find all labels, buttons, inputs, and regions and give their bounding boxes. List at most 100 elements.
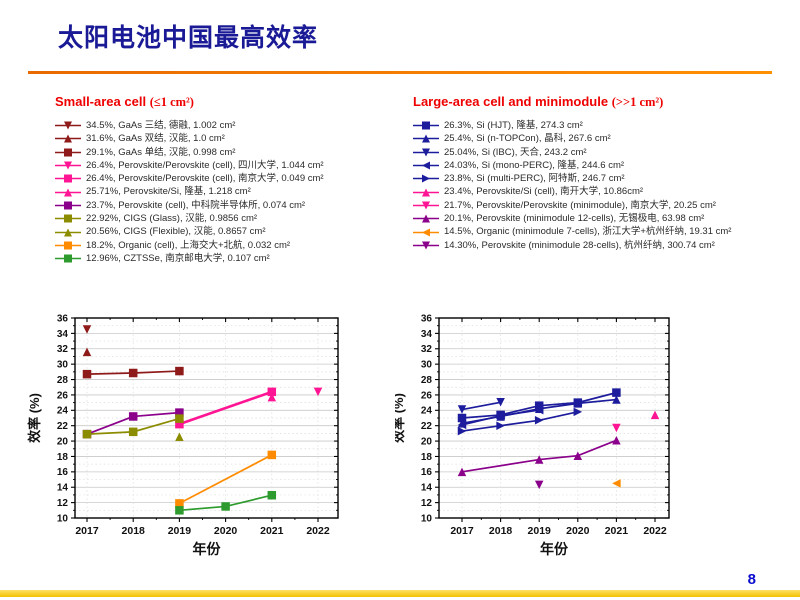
legend-small-area-title-suffix: (≤1 cm²) [149,95,194,109]
svg-text:20: 20 [421,436,433,447]
legend-item-label: 22.92%, CIGS (Glass), 汉能, 0.9856 cm² [86,213,258,225]
triangle-up-marker-icon [413,188,439,197]
svg-text:32: 32 [57,344,69,355]
legend-item-label: 29.1%, GaAs 单结, 汉能, 0.998 cm² [86,146,236,158]
legend-item-label: 18.2%, Organic (cell), 上海交大+北航, 0.032 cm… [86,239,291,251]
legend-item: 25.4%, Si (n-TOPCon), 晶科, 267.6 cm² [413,132,793,145]
svg-text:2019: 2019 [528,525,552,537]
legends-row: Small-area cell (≤1 cm²) 34.5%, GaAs 三结,… [0,94,800,265]
legend-item-label: 34.5%, GaAs 三结, 德融, 1.002 cm² [86,120,236,131]
legend-item: 14.5%, Organic (minimodule 7-cells), 浙江大… [413,225,793,238]
legend-item: 31.6%, GaAs 双结, 汉能, 1.0 cm² [55,132,400,145]
square-marker-icon [55,241,81,250]
svg-text:10: 10 [421,513,433,524]
legend-item: 23.7%, Perovskite (cell), 中科院半导体所, 0.074… [55,199,400,212]
legend-item: 25.71%, Perovskite/Si, 隆基, 1.218 cm² [55,185,400,198]
legend-item-label: 14.30%, Perovskite (minimodule 28-cells)… [444,239,715,251]
legend-item-label: 26.4%, Perovskite/Perovskite (cell), 四川大… [86,159,324,171]
svg-text:2018: 2018 [122,525,146,537]
legend-item: 25.04%, Si (IBC), 天合, 243.2 cm² [413,146,793,159]
legend-item-label: 26.4%, Perovskite/Perovskite (cell), 南京大… [86,173,324,185]
svg-text:2020: 2020 [214,525,238,537]
legend-item-label: 31.6%, GaAs 双结, 汉能, 1.0 cm² [86,133,225,145]
triangle-down-marker-icon [55,121,81,130]
svg-text:26: 26 [421,390,433,401]
triangle-down-marker-icon [413,201,439,210]
triangle-down-marker-icon [55,161,81,170]
legend-small-area-title: Small-area cell (≤1 cm²) [55,94,400,110]
svg-text:32: 32 [421,344,433,355]
triangle-up-marker-icon [413,134,439,143]
legend-item: 24.03%, Si (mono-PERC), 隆基, 244.6 cm² [413,159,793,172]
triangle-up-marker-icon [413,214,439,223]
legend-item-label: 14.5%, Organic (minimodule 7-cells), 浙江大… [444,226,732,238]
triangle-up-marker-icon [55,134,81,143]
svg-text:16: 16 [57,467,69,478]
square-marker-icon [55,214,81,223]
legend-item: 29.1%, GaAs 单结, 汉能, 0.998 cm² [55,146,400,159]
svg-text:26: 26 [57,390,69,401]
title-underline [28,71,772,74]
svg-text:12: 12 [57,498,69,509]
legend-large-area-title-suffix: (>>1 cm²) [611,95,664,109]
legend-item-label: 25.71%, Perovskite/Si, 隆基, 1.218 cm² [86,186,251,198]
square-marker-icon [55,254,81,263]
svg-text:24: 24 [421,406,433,417]
square-marker-icon [55,201,81,210]
legend-large-area-title: Large-area cell and minimodule (>>1 cm²) [413,94,793,110]
legend-item-label: 20.56%, CIGS (Flexible), 汉能, 0.8657 cm² [86,226,266,238]
bottom-bar [0,590,800,597]
legend-large-area-title-text: Large-area cell and minimodule [413,94,609,109]
legend-item: 20.56%, CIGS (Flexible), 汉能, 0.8657 cm² [55,225,400,238]
legend-item: 20.1%, Perovskite (minimodule 12-cells),… [413,212,793,225]
svg-text:年份: 年份 [540,541,569,557]
svg-text:效率 (%): 效率 (%) [395,393,406,443]
svg-text:28: 28 [57,375,69,386]
legend-item-label: 25.4%, Si (n-TOPCon), 晶科, 267.6 cm² [444,133,611,145]
svg-text:2021: 2021 [605,525,629,537]
svg-text:2020: 2020 [566,525,590,537]
legend-item-label: 23.7%, Perovskite (cell), 中科院半导体所, 0.074… [86,199,306,211]
legend-item: 34.5%, GaAs 三结, 德融, 1.002 cm² [55,119,400,132]
svg-text:14: 14 [57,483,69,494]
legend-large-area: Large-area cell and minimodule (>>1 cm²)… [413,94,793,265]
svg-text:22: 22 [421,421,433,432]
svg-text:年份: 年份 [193,541,222,557]
svg-text:18: 18 [421,452,433,463]
triangle-up-marker-icon [55,188,81,197]
legend-item: 23.8%, Si (multi-PERC), 阿特斯, 246.7 cm² [413,172,793,185]
svg-text:10: 10 [57,513,69,524]
legend-item: 26.3%, Si (HJT), 隆基, 274.3 cm² [413,119,793,132]
svg-text:12: 12 [421,498,433,509]
square-marker-icon [55,174,81,183]
svg-text:22: 22 [57,421,69,432]
svg-text:14: 14 [421,483,433,494]
legend-item-label: 26.3%, Si (HJT), 隆基, 274.3 cm² [444,120,583,131]
svg-text:36: 36 [57,313,69,324]
svg-text:28: 28 [421,375,433,386]
legend-item-label: 23.8%, Si (multi-PERC), 阿特斯, 246.7 cm² [444,173,625,185]
svg-text:2021: 2021 [260,525,284,537]
legend-item: 18.2%, Organic (cell), 上海交大+北航, 0.032 cm… [55,239,400,252]
legend-small-area: Small-area cell (≤1 cm²) 34.5%, GaAs 三结,… [55,94,400,265]
slide-title: 太阳电池中国最高效率 [58,24,319,52]
legend-item-label: 23.4%, Perovskite/Si (cell), 南开大学, 10.86… [444,186,644,198]
svg-text:30: 30 [421,360,433,371]
legend-small-area-list: 34.5%, GaAs 三结, 德融, 1.002 cm² 31.6%, GaAs… [55,119,400,265]
legend-small-area-title-text: Small-area cell [55,94,147,109]
legend-large-area-list: 26.3%, Si (HJT), 隆基, 274.3 cm² 25.4%, Si … [413,119,793,252]
legend-item-label: 24.03%, Si (mono-PERC), 隆基, 244.6 cm² [444,159,625,171]
legend-item: 26.4%, Perovskite/Perovskite (cell), 南京大… [55,172,400,185]
legend-item-label: 25.04%, Si (IBC), 天合, 243.2 cm² [444,146,587,158]
charts-row: 10 12 14 16 18 20 22 24 26 28 30 32 34 36 2017 2018 2019… [10,302,776,564]
svg-text:24: 24 [57,406,69,417]
legend-item: 12.96%, CZTSSe, 南京邮电大学, 0.107 cm² [55,252,400,265]
svg-text:34: 34 [421,329,433,340]
svg-text:18: 18 [57,452,69,463]
svg-text:效率 (%): 效率 (%) [27,393,42,443]
svg-text:2017: 2017 [450,525,474,537]
triangle-left-marker-icon [413,228,439,237]
triangle-left-marker-icon [413,161,439,170]
